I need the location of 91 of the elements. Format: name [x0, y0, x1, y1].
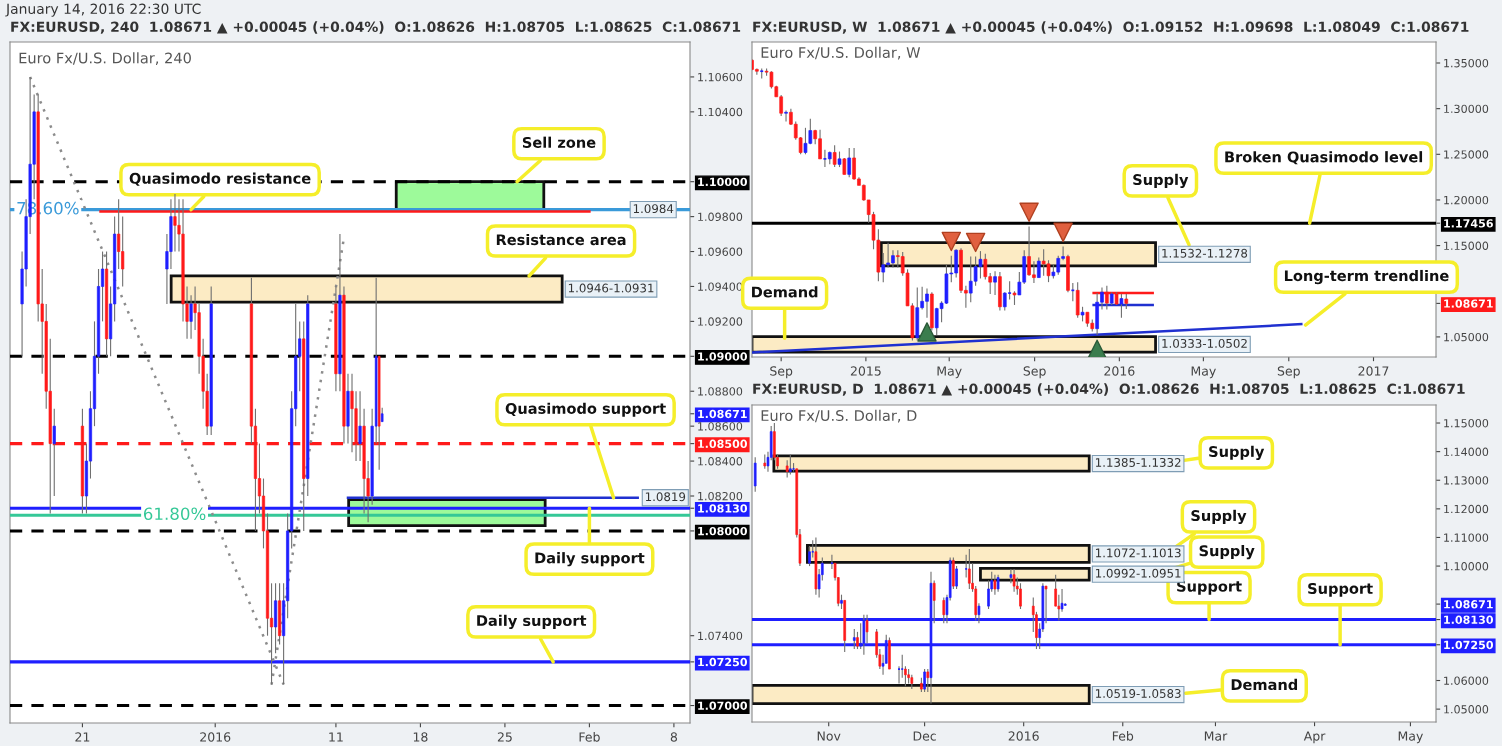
annotation: Daily support — [477, 614, 587, 629]
y-tick-label: 1.08671 — [1444, 600, 1493, 609]
y-tick-label: 1.10000 — [1444, 562, 1489, 571]
x-tick-label: May — [1191, 366, 1216, 379]
x-tick-label: 11 — [329, 732, 343, 742]
chart-title: Euro Fx/U.S. Dollar, D — [761, 409, 917, 423]
annotation: Supply — [1191, 509, 1247, 525]
x-tick-label: 8 — [670, 732, 678, 742]
y-tick-label: 1.30000 — [1444, 104, 1489, 114]
chart-title: Euro Fx/U.S. Dollar, W — [761, 46, 921, 60]
annotation: Quasimodo support — [505, 402, 666, 417]
x-tick-label: Sep — [770, 366, 793, 379]
annotation: Demand — [752, 286, 818, 298]
x-tick-label: Apr — [1303, 731, 1326, 744]
band-label: 1.0333-1.0502 — [1162, 338, 1247, 348]
ref-line-label: 1.07250 — [1444, 640, 1494, 650]
band-label: 1.1385-1.1332 — [1095, 458, 1181, 467]
y-tick-label: 1.13000 — [1444, 476, 1489, 485]
y-tick-label: 1.09800 — [698, 212, 743, 221]
x-tick-label: Nov — [817, 731, 841, 741]
chart-subtitle: FX:EURUSD, 240 1.08671 ▲ +0.00045 (+0.04%) O:1.08626 H:1.08705 L:1.08625 C:1.08671 — [11, 21, 741, 34]
annotation: Demand — [1231, 678, 1298, 691]
x-tick-label: Sep — [1277, 366, 1300, 379]
band-label: 1.1532-1.1278 — [1162, 248, 1248, 258]
annotation: Support — [1177, 580, 1242, 595]
x-tick-label: Sep — [1023, 366, 1046, 379]
x-tick-label: May — [937, 366, 962, 379]
annotation: Sell zone — [522, 136, 596, 148]
y-tick-label: 1.09200 — [698, 317, 743, 326]
y-tick-label: 1.15000 — [1444, 241, 1489, 250]
annotation: Broken Quasimodo level — [1225, 151, 1423, 165]
annotation: 1.0984 — [633, 204, 674, 214]
ref-line-label: 1.09000 — [698, 352, 748, 361]
chart-subtitle: FX:EURUSD, D 1.08671 ▲ +0.00045 (+0.04%) O:1.08626 H:1.08705 L:1.08625 C:1.08671 — [753, 383, 1465, 396]
y-tick-label: 1.12000 — [1444, 504, 1489, 514]
y-tick-label: 1.35000 — [1444, 58, 1489, 68]
ref-line-label: 1.07250 — [698, 657, 748, 667]
x-tick-label: Dec — [913, 731, 936, 741]
x-tick-label: Feb — [1112, 731, 1134, 741]
annotation: 1.0819 — [645, 492, 686, 502]
band-label: 1.0946-1.0931 — [568, 283, 654, 293]
text: Euro Fx/U.S. Dollar, 240 — [19, 52, 191, 65]
ref-line-label: 1.08130 — [1444, 615, 1494, 624]
x-tick-label: 18 — [413, 732, 428, 742]
annotation: Supply — [1199, 544, 1255, 560]
annotation: 61.80% — [143, 507, 206, 521]
y-tick-label: 1.08600 — [698, 422, 743, 431]
annotation: Supply — [1209, 445, 1265, 460]
ref-line-label: 1.08000 — [698, 526, 748, 536]
annotation: Long-term trendline — [1284, 269, 1449, 285]
annotation: Support — [1308, 582, 1373, 597]
y-tick-label: 1.11000 — [1444, 533, 1489, 542]
x-tick-label: 25 — [497, 732, 512, 742]
y-tick-label: 1.08200 — [698, 491, 743, 501]
y-tick-label: 1.06000 — [1444, 676, 1489, 685]
annotation: Daily support — [535, 552, 645, 567]
y-tick-label: 1.15000 — [1444, 419, 1489, 428]
x-tick-label: Mar — [1204, 731, 1228, 741]
x-tick-label: 2017 — [1358, 366, 1389, 376]
annotation: Resistance area — [496, 233, 626, 246]
y-tick-label: 1.10600 — [698, 72, 743, 82]
band-label: 1.1072-1.1013 — [1095, 548, 1181, 558]
x-tick-label: 2015 — [850, 366, 881, 376]
ref-line-label: 1.08500 — [698, 439, 748, 448]
y-tick-label: 1.14000 — [1444, 447, 1489, 457]
x-tick-label: 2016 — [1008, 731, 1039, 741]
y-tick-label: 1.25000 — [1444, 150, 1489, 159]
annotation: Quasimodo resistance — [129, 172, 311, 186]
annotation: Supply — [1133, 173, 1189, 189]
x-tick-label: Feb — [579, 732, 600, 742]
x-tick-label: 2016 — [1104, 366, 1135, 376]
x-tick-label: 21 — [75, 732, 90, 742]
band-label: 1.0519-1.0583 — [1095, 689, 1181, 698]
y-tick-label: 1.08671 — [698, 409, 747, 419]
y-tick-label: 1.10400 — [698, 107, 743, 117]
x-tick-label: May — [1398, 731, 1423, 744]
y-tick-label: 1.08400 — [698, 457, 743, 466]
y-tick-label: 1.05000 — [1444, 705, 1489, 714]
chart-subtitle: FX:EURUSD, W 1.08671 ▲ +0.00045 (+0.04%) O:1.09152 H:1.09698 L:1.08049 C:1.08671 — [753, 21, 1469, 34]
y-tick-label: 1.08671 — [1444, 299, 1493, 308]
text: January 14, 2016 22:30 UTC — [5, 3, 201, 17]
y-tick-label: 1.05000 — [1444, 332, 1489, 342]
y-tick-label: 1.07400 — [698, 631, 743, 641]
ref-line-label: 1.07000 — [698, 701, 748, 710]
ref-line-label: 1.08130 — [698, 504, 748, 513]
band-label: 1.0992-1.0951 — [1095, 568, 1181, 578]
x-tick-label: 2016 — [200, 732, 231, 742]
y-tick-label: 1.09600 — [698, 247, 743, 256]
y-tick-label: 1.20000 — [1444, 195, 1489, 205]
ref-line-label: 1.17456 — [1444, 219, 1493, 228]
y-tick-label: 1.08800 — [698, 387, 743, 396]
